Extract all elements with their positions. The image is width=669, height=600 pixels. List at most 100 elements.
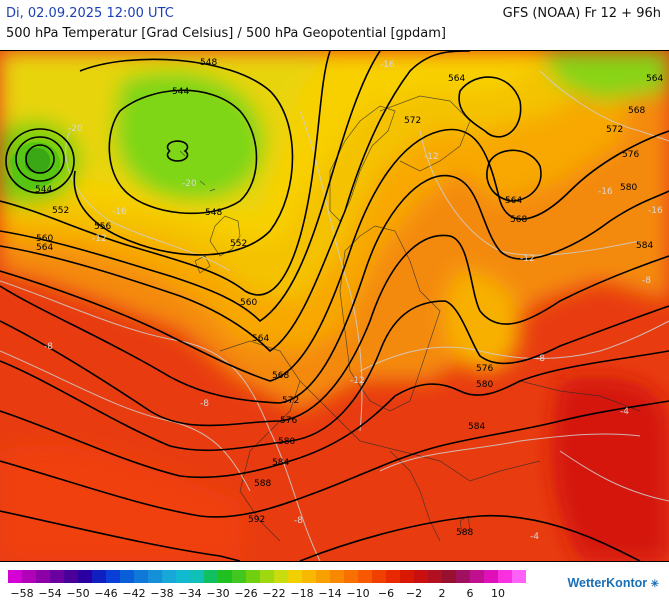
height-label: 580	[278, 437, 295, 447]
height-label: 568	[272, 371, 289, 381]
brand-logo: WetterKontor ✳	[567, 576, 659, 590]
height-label: 568	[628, 106, 645, 116]
height-label: 544	[35, 185, 52, 195]
legend-swatches	[8, 570, 526, 583]
temperature-label: -8	[294, 516, 303, 526]
coastlines	[179, 95, 641, 542]
legend-swatch	[386, 570, 400, 583]
height-label: 560	[36, 234, 53, 244]
legend-swatch	[484, 570, 498, 583]
legend-swatch	[372, 570, 386, 583]
weather-map: 548 544 544 548 552 552 556 560 564 560 …	[0, 50, 669, 562]
legend-swatch	[50, 570, 64, 583]
legend-label: −54	[38, 587, 61, 600]
legend-label: −38	[150, 587, 173, 600]
temperature-label: -12	[92, 234, 107, 244]
legend-swatch	[218, 570, 232, 583]
temperature-label: -4	[530, 532, 539, 542]
legend-swatch	[330, 570, 344, 583]
legend-label: 6	[467, 587, 474, 600]
legend-swatch	[358, 570, 372, 583]
height-label: 572	[404, 116, 421, 126]
legend-swatch	[414, 570, 428, 583]
legend-swatch	[148, 570, 162, 583]
height-label: 564	[252, 334, 269, 344]
temperature-label: -16	[648, 206, 663, 216]
legend-swatch	[302, 570, 316, 583]
legend-swatch	[512, 570, 526, 583]
legend-swatch	[8, 570, 22, 583]
legend-label: −6	[378, 587, 394, 600]
legend-swatch	[162, 570, 176, 583]
height-label: 572	[606, 125, 623, 135]
legend-swatch	[106, 570, 120, 583]
height-label: 584	[636, 241, 653, 251]
temperature-label: -8	[536, 354, 545, 364]
legend-swatch	[134, 570, 148, 583]
height-label: 556	[94, 222, 111, 232]
legend-swatch	[260, 570, 274, 583]
legend-label: −14	[318, 587, 341, 600]
temperature-field	[0, 51, 669, 561]
temperature-label: -16	[598, 187, 613, 197]
height-label: 544	[172, 87, 189, 97]
height-label: 552	[52, 206, 69, 216]
legend-label: −42	[122, 587, 145, 600]
brand-name: WetterKontor	[567, 576, 648, 590]
legend-swatch	[470, 570, 484, 583]
legend-swatch	[190, 570, 204, 583]
temperature-label: -8	[44, 342, 53, 352]
isotherm-label-group: -20 -16 -12 -8 -12 -8 -12 -8 -8 -4 -4 -8…	[44, 60, 663, 542]
legend-label: 10	[491, 587, 505, 600]
height-label: 548	[205, 208, 222, 218]
legend-swatch	[232, 570, 246, 583]
temperature-label: -8	[200, 399, 209, 409]
height-label: 576	[476, 364, 493, 374]
height-label: 588	[456, 528, 473, 538]
legend-label: −18	[290, 587, 313, 600]
temperature-label: -16	[380, 60, 395, 70]
legend-label: −22	[262, 587, 285, 600]
temperature-label: -20	[182, 179, 197, 189]
legend-swatch	[498, 570, 512, 583]
height-label: 576	[622, 150, 639, 160]
legend-swatch	[204, 570, 218, 583]
model-run: GFS (NOAA) Fr 12 + 96h	[502, 6, 661, 21]
legend-swatch	[64, 570, 78, 583]
legend-label: −58	[10, 587, 33, 600]
legend-label: −26	[234, 587, 257, 600]
legend-labels: −58 −54 −50 −46 −42 −38 −34 −30 −26 −22 −18 −14 −10−…	[10, 587, 505, 600]
legend-label: −2	[406, 587, 422, 600]
snowflake-icon: ✳	[650, 579, 659, 590]
height-label: 564	[36, 243, 53, 253]
legend-swatch	[344, 570, 358, 583]
legend-swatch	[316, 570, 330, 583]
legend-swatch	[442, 570, 456, 583]
height-label: 564	[646, 74, 663, 84]
legend-label: −50	[66, 587, 89, 600]
legend-swatch	[120, 570, 134, 583]
height-label: 584	[468, 422, 485, 432]
height-label: 576	[280, 416, 297, 426]
geopotential-contours	[0, 51, 669, 561]
legend-label: −30	[206, 587, 229, 600]
map-subtitle: 500 hPa Temperatur [Grad Celsius] / 500 …	[6, 26, 447, 41]
geopotential-label-group: 548 544 544 548 552 552 556 560 564 560 …	[35, 58, 663, 538]
temperature-label: -4	[620, 407, 629, 417]
valid-time: Di, 02.09.2025 12:00 UTC	[6, 6, 174, 21]
height-label: 564	[505, 196, 522, 206]
legend-swatch	[36, 570, 50, 583]
height-label: 592	[248, 515, 265, 525]
height-label: 580	[476, 380, 493, 390]
temperature-label: -20	[68, 124, 83, 134]
height-label: 564	[448, 74, 465, 84]
legend-swatch	[22, 570, 36, 583]
height-label: 588	[254, 479, 271, 489]
legend-label: −34	[178, 587, 201, 600]
legend-swatch	[78, 570, 92, 583]
legend-swatch	[176, 570, 190, 583]
height-label: 552	[230, 239, 247, 249]
legend-label: −10	[346, 587, 369, 600]
height-label: 580	[620, 183, 637, 193]
temperature-label: -16	[112, 207, 127, 217]
